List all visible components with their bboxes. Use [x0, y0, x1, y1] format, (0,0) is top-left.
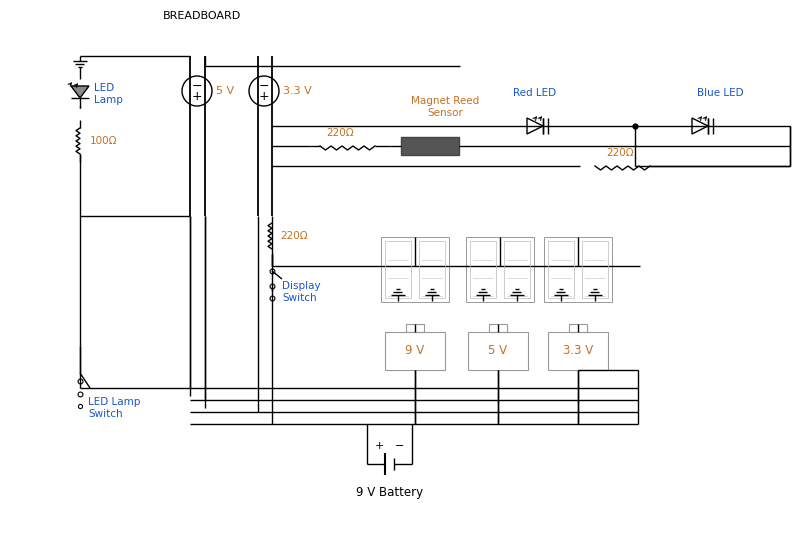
Text: +: +	[191, 91, 202, 103]
Text: 9 V: 9 V	[405, 345, 424, 358]
Text: Display
Switch: Display Switch	[281, 281, 320, 303]
Text: +: +	[374, 441, 384, 451]
Bar	[547, 332, 607, 370]
Text: −: −	[191, 80, 202, 92]
Text: Magnet Reed
Sensor: Magnet Reed Sensor	[410, 96, 478, 118]
Bar	[384, 332, 444, 370]
Text: 3.3 V: 3.3 V	[283, 86, 311, 96]
Bar	[401, 137, 458, 155]
Bar	[504, 241, 530, 297]
Text: 5 V: 5 V	[216, 86, 234, 96]
Text: Red LED: Red LED	[513, 88, 556, 98]
Bar	[547, 241, 573, 297]
Bar	[466, 236, 534, 301]
Text: 220Ω: 220Ω	[326, 128, 354, 138]
Bar	[470, 241, 496, 297]
Bar	[406, 324, 423, 332]
Text: 3.3 V: 3.3 V	[562, 345, 592, 358]
Bar	[488, 324, 506, 332]
Text: LED Lamp
Switch: LED Lamp Switch	[88, 397, 140, 419]
Bar	[543, 236, 611, 301]
Text: 220Ω: 220Ω	[280, 231, 307, 241]
Text: −: −	[259, 80, 269, 92]
Text: −: −	[395, 441, 404, 451]
Bar	[380, 236, 448, 301]
Text: LED
Lamp: LED Lamp	[94, 83, 122, 105]
Bar	[581, 241, 607, 297]
Bar	[467, 332, 527, 370]
Text: 5 V: 5 V	[488, 345, 507, 358]
Text: 100Ω: 100Ω	[90, 136, 118, 146]
Bar	[384, 241, 410, 297]
Bar	[569, 324, 586, 332]
Text: 220Ω: 220Ω	[606, 148, 633, 158]
Text: BREADBOARD: BREADBOARD	[163, 11, 241, 21]
Polygon shape	[71, 86, 89, 98]
Text: Blue LED: Blue LED	[696, 88, 742, 98]
Bar	[418, 241, 444, 297]
Text: 9 V Battery: 9 V Battery	[356, 486, 423, 499]
Text: +: +	[259, 91, 269, 103]
